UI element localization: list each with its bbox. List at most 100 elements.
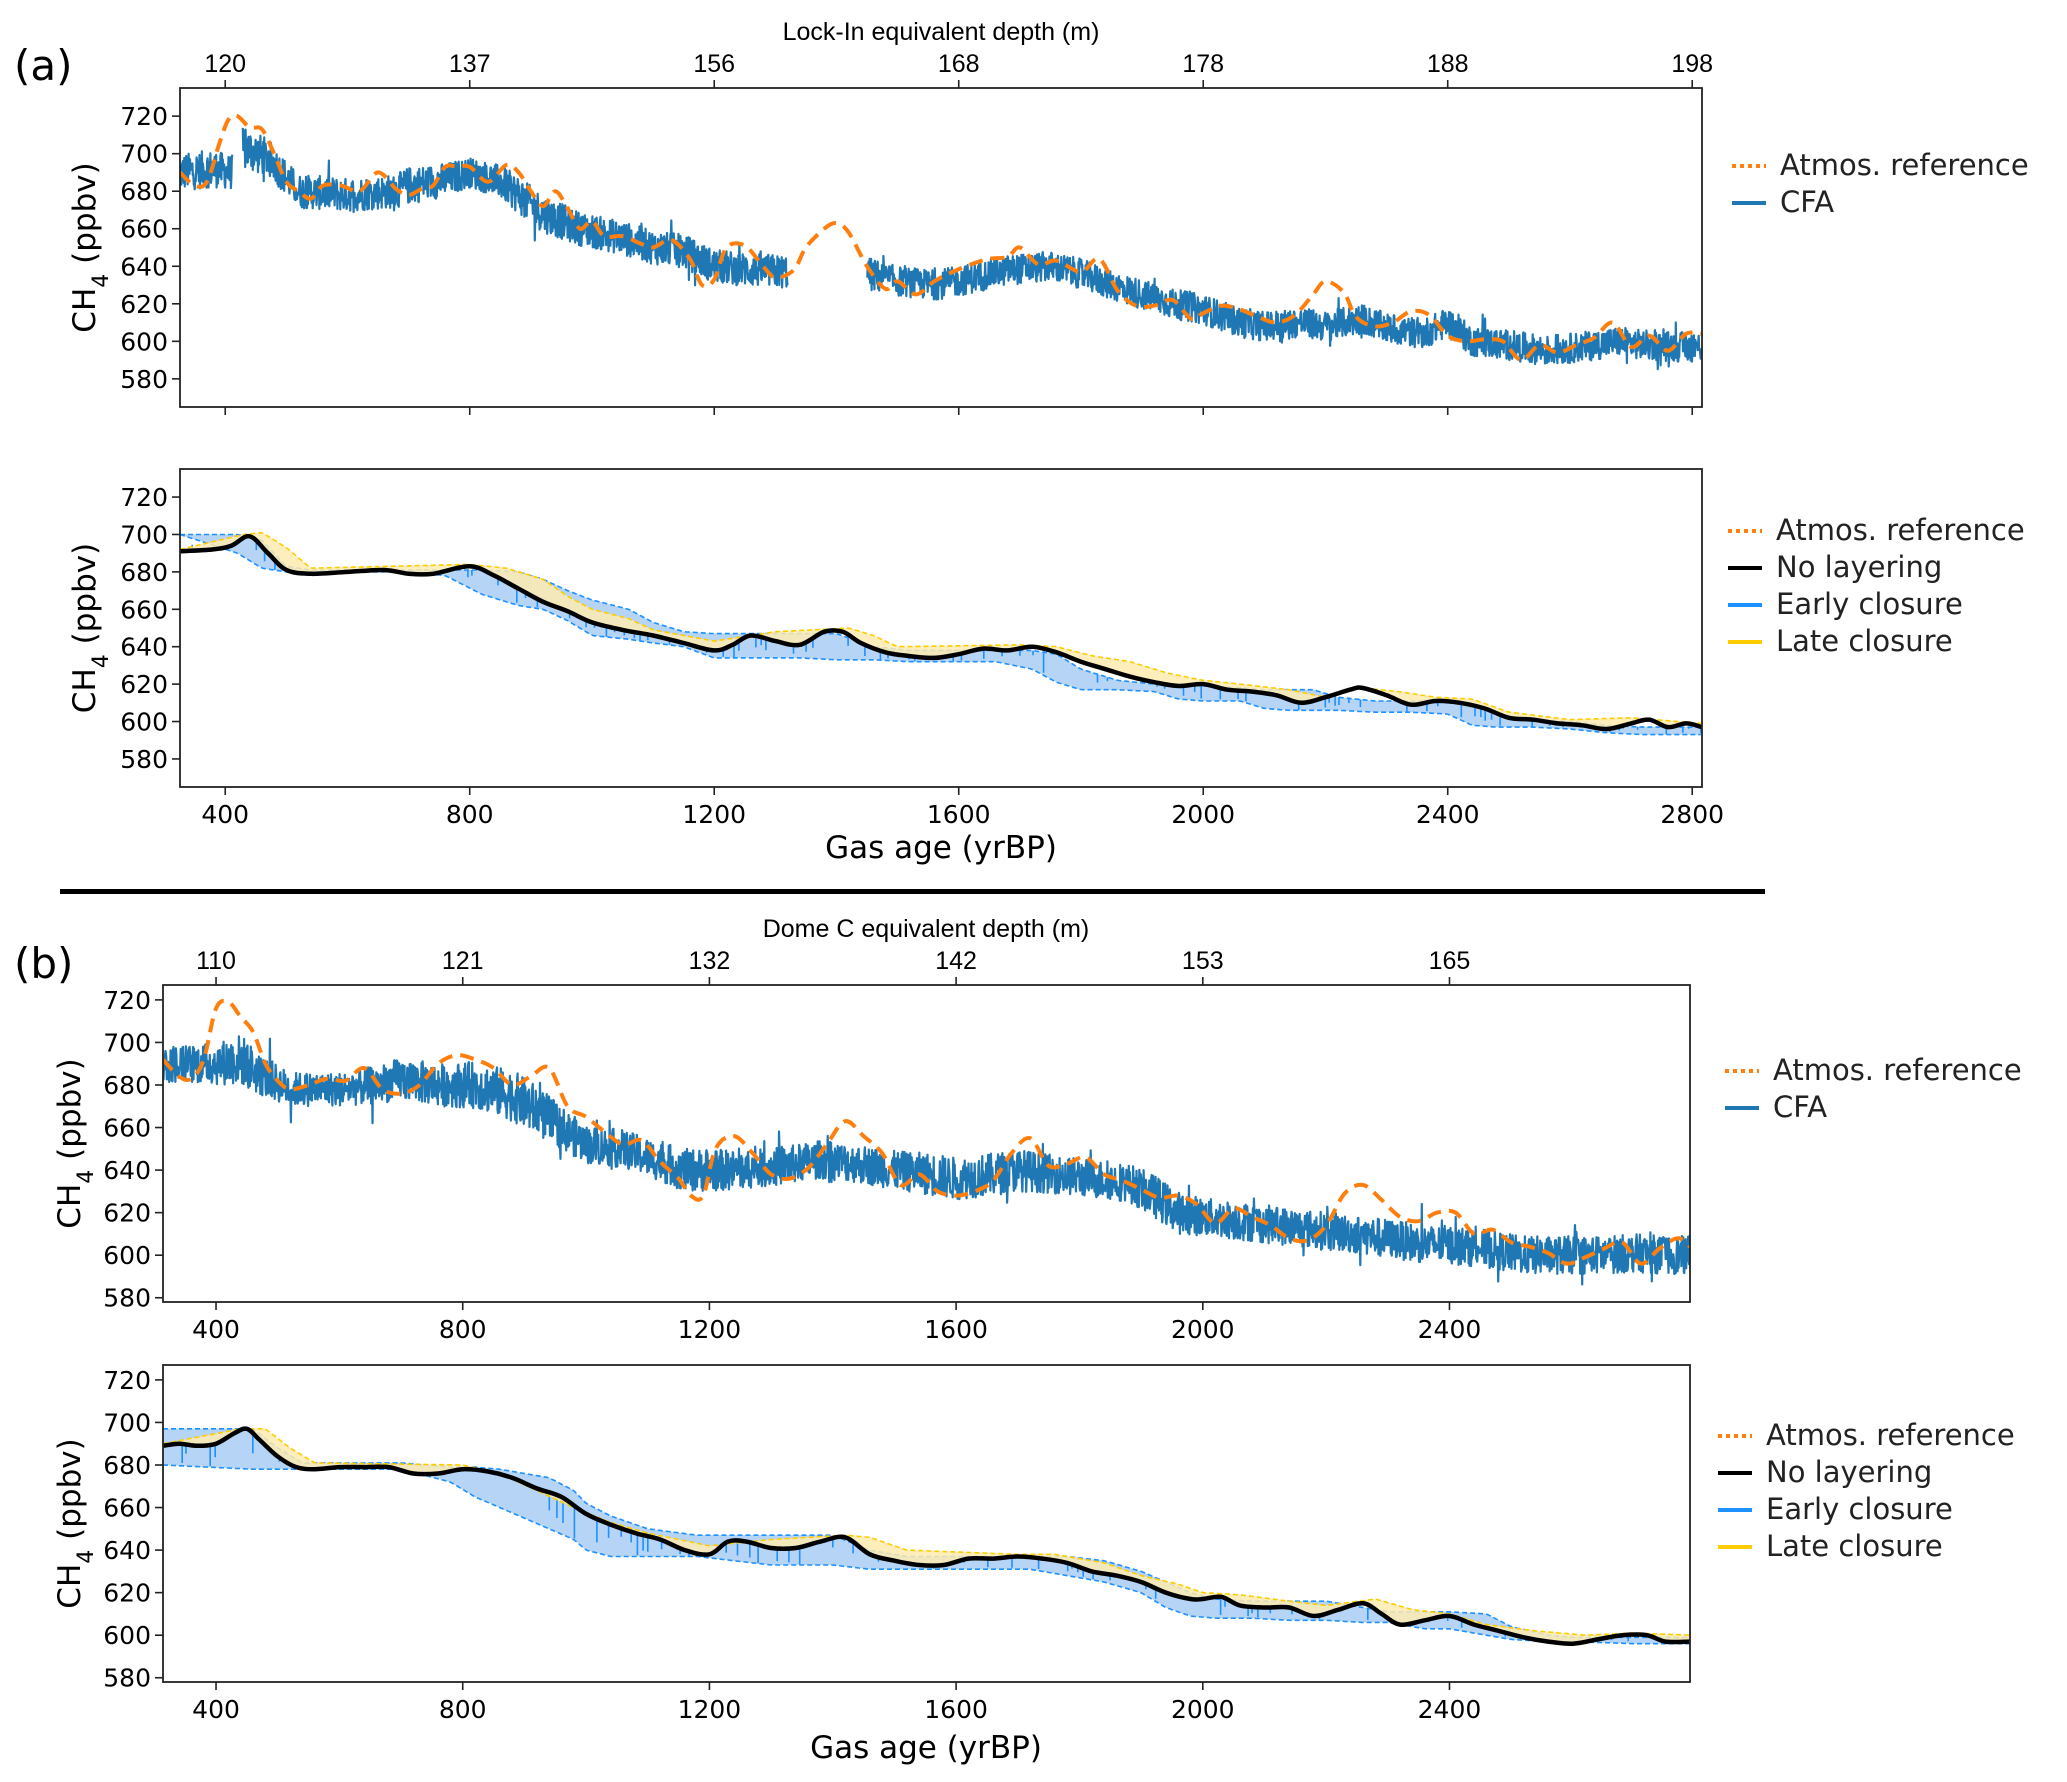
x-tick-label: 2000: [1171, 800, 1235, 829]
plot-area: [163, 1426, 1690, 1647]
top-tick-label: 165: [1429, 947, 1471, 975]
y-tick-label: 700: [103, 1408, 151, 1437]
y-tick-label: 700: [120, 140, 168, 169]
legend-item: No layering: [1728, 550, 1942, 584]
series-atmos-reference: [180, 113, 1702, 363]
y-tick-label: 660: [103, 1114, 151, 1143]
y-tick-label: 580: [120, 365, 168, 394]
band-fill: [163, 1428, 1690, 1644]
axes-frame: [162, 1364, 1691, 1683]
series-cfa: [180, 127, 1702, 371]
top-tick-label: 142: [935, 947, 977, 975]
legend-item: Early closure: [1718, 1492, 1953, 1526]
y-tick-label: 600: [120, 708, 168, 737]
x-tick-label: 2400: [1416, 800, 1480, 829]
chart-a_bottom: 580 600 620 640 660 680 700 720 400 800 1200 1600 20…: [67, 468, 2025, 829]
panel-label-b: (b): [14, 939, 73, 988]
top-tick-label: 178: [1182, 50, 1224, 78]
series-cfa: [163, 1035, 1690, 1286]
top-axis-title-a: Lock-In equivalent depth (m): [783, 18, 1100, 46]
x-tick-label: 2400: [1418, 1315, 1482, 1344]
legend-item: Early closure: [1728, 587, 1963, 621]
y-axis-title: CH4 (ppbv): [67, 543, 114, 713]
legend-label: Late closure: [1776, 624, 1953, 658]
legend-label: Late closure: [1766, 1529, 1943, 1563]
legend-item: Late closure: [1728, 624, 1953, 658]
legend-item: CFA: [1725, 1090, 1827, 1124]
x-tick-label: 1200: [678, 1695, 742, 1724]
legend-item: Atmos. reference: [1732, 148, 2029, 182]
series-early-closure: [163, 1428, 1690, 1645]
series-no-layering: [180, 534, 1702, 732]
x-tick-label: 2000: [1171, 1695, 1235, 1724]
legend-item: Atmos. reference: [1725, 1053, 2022, 1087]
y-axis-title: CH4 (ppbv): [67, 162, 114, 332]
y-tick-label: 680: [103, 1071, 151, 1100]
legend-item: No layering: [1718, 1455, 1932, 1489]
top-tick-label: 198: [1671, 50, 1713, 78]
x-tick-label: 1600: [924, 1315, 988, 1344]
series-atmos-reference: [163, 998, 1690, 1266]
x-tick-label: 800: [439, 1695, 487, 1724]
y-tick-label: 720: [120, 102, 168, 131]
x-tick-label: 400: [192, 1315, 240, 1344]
plot-area: [163, 998, 1690, 1286]
plot-area: [180, 531, 1702, 736]
legend-label: Early closure: [1776, 587, 1963, 621]
top-axis-title-b: Dome C equivalent depth (m): [763, 915, 1090, 943]
top-tick-label: 156: [693, 50, 735, 78]
y-tick-label: 620: [120, 290, 168, 319]
axes-frame: [162, 984, 1691, 1303]
top-tick-label: 121: [442, 947, 484, 975]
legend-item: Late closure: [1718, 1529, 1943, 1563]
y-tick-label: 680: [120, 177, 168, 206]
series-late-closure: [163, 1428, 1690, 1644]
y-axis-title: CH4 (ppbv): [52, 1058, 99, 1228]
x-tick-label: 800: [446, 800, 494, 829]
x-tick-label: 800: [439, 1315, 487, 1344]
top-tick-label: 110: [196, 947, 236, 975]
legend-label: Atmos. reference: [1776, 513, 2025, 547]
y-tick-label: 700: [120, 520, 168, 549]
cfa-trace: [180, 127, 1702, 371]
top-tick-label: 168: [938, 50, 980, 78]
band-edge-upper: [163, 1428, 1690, 1636]
legend-item: CFA: [1732, 185, 1834, 219]
cfa-trace: [163, 1035, 1690, 1286]
x-tick-label: 2000: [1171, 1315, 1235, 1344]
y-tick-label: 720: [103, 1366, 151, 1395]
band-edge-upper: [180, 531, 1701, 725]
y-axis-title: CH4 (ppbv): [52, 1438, 99, 1608]
legend-label: Atmos. reference: [1773, 1053, 2022, 1087]
top-tick-label: 137: [449, 50, 491, 78]
band-edge-upper: [180, 533, 1701, 728]
chart-a_top: 580 600 620 640 660 680 700 720 120 137 156 168 178 1…: [67, 50, 2029, 415]
y-tick-label: 580: [120, 745, 168, 774]
x-tick-label: 2800: [1660, 800, 1724, 829]
y-tick-label: 700: [103, 1028, 151, 1057]
y-tick-label: 680: [120, 558, 168, 587]
y-tick-label: 620: [120, 670, 168, 699]
y-tick-label: 640: [103, 1156, 151, 1185]
x-tick-label: 2400: [1418, 1695, 1482, 1724]
y-tick-label: 660: [120, 215, 168, 244]
top-tick-label: 132: [689, 947, 731, 975]
x-tick-label: 1200: [682, 800, 746, 829]
x-tick-label: 1600: [924, 1695, 988, 1724]
y-tick-label: 640: [120, 252, 168, 281]
top-tick-label: 188: [1427, 50, 1469, 78]
legend-label: Atmos. reference: [1780, 148, 2029, 182]
y-tick-label: 600: [120, 327, 168, 356]
y-tick-label: 600: [103, 1241, 151, 1270]
legend-label: CFA: [1773, 1090, 1827, 1124]
y-tick-label: 600: [103, 1621, 151, 1650]
y-tick-label: 720: [120, 483, 168, 512]
top-tick-label: 153: [1182, 947, 1224, 975]
series-late-closure: [180, 531, 1701, 729]
y-tick-label: 640: [103, 1536, 151, 1565]
